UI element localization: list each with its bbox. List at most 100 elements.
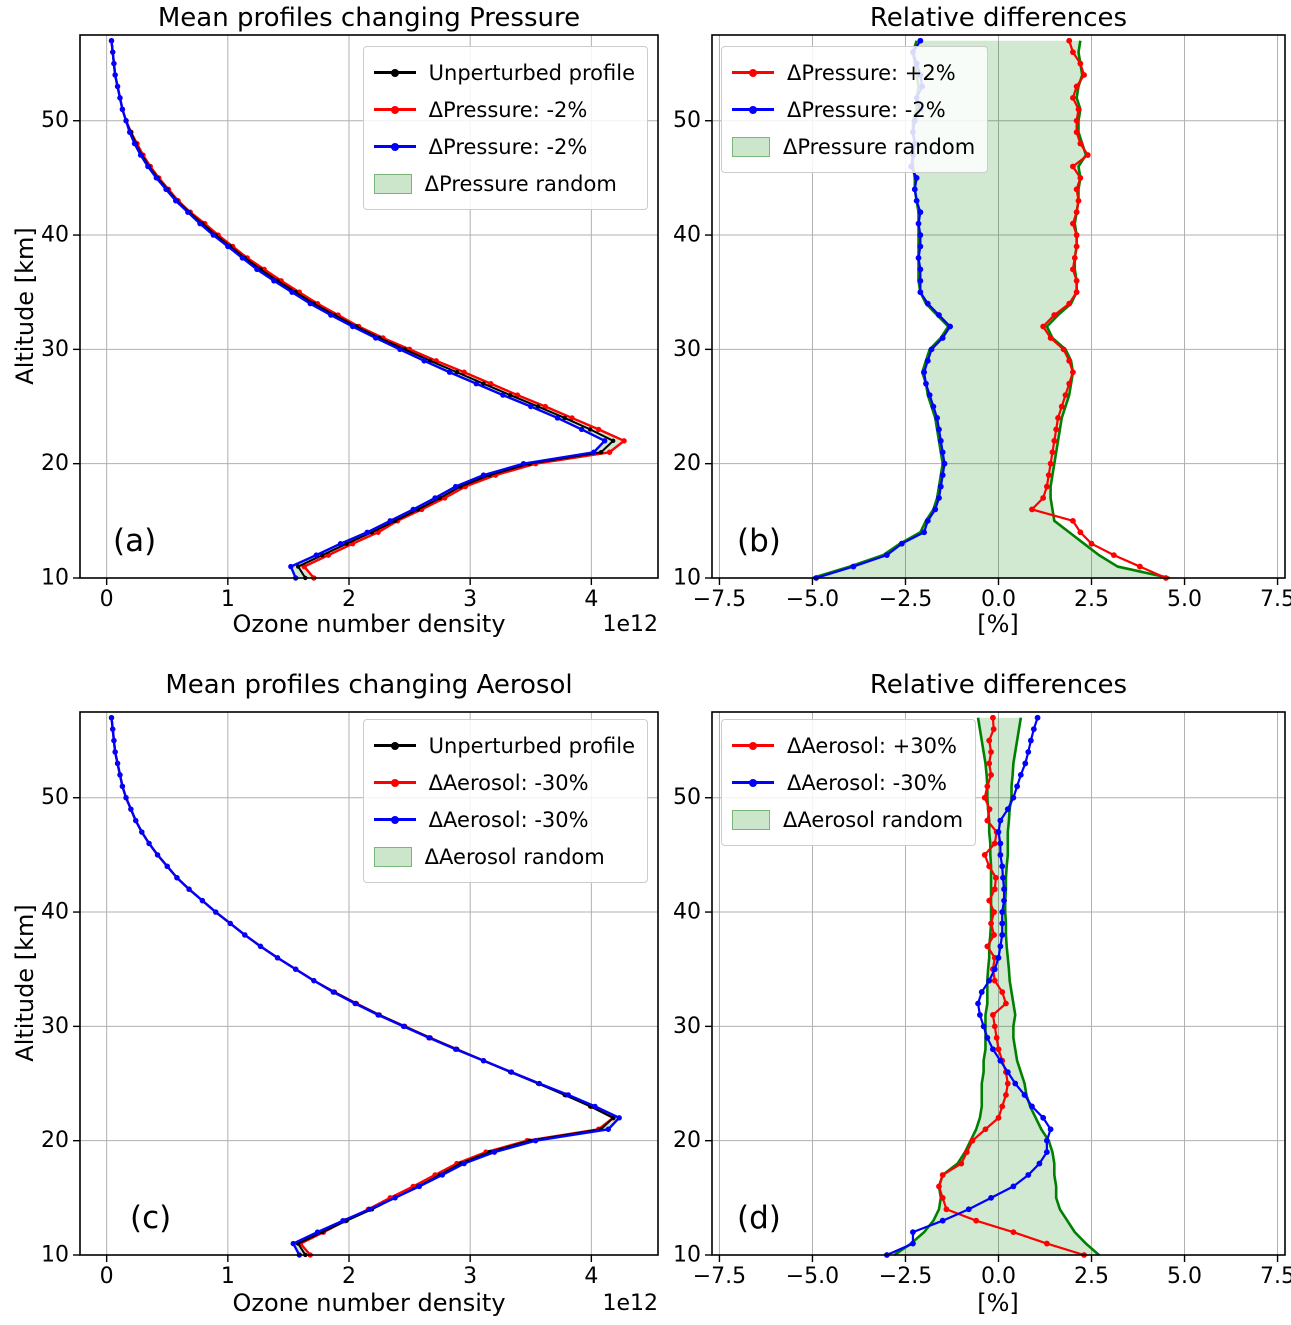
series-marker [1070,369,1076,376]
series-marker [562,415,567,421]
series-marker [1040,323,1047,330]
y-tick-label: 20 [41,1128,69,1153]
green-patch-sample [373,173,412,194]
series-marker [898,540,905,547]
series-marker [1055,415,1061,421]
series-marker [1073,129,1080,136]
series-marker [939,1172,946,1178]
series-marker [988,771,994,778]
y-tick-label: 20 [41,451,69,476]
x-tick-label: 0 [100,587,114,612]
series-marker [991,977,998,984]
marker-dot-icon [749,741,757,750]
series-marker [227,920,233,927]
series-marker [598,450,604,455]
series-marker [986,737,993,744]
series-marker [924,517,931,524]
series-marker [507,392,513,398]
series-marker [565,1092,572,1098]
series-marker [969,1137,976,1144]
series-marker [999,909,1006,915]
series-marker [610,438,616,444]
series-marker [387,518,393,524]
series-marker [295,564,301,569]
series-marker [432,495,438,501]
legend-label: ΔAerosol: -30% [787,770,947,795]
series-marker [926,392,933,398]
series-marker [439,1172,446,1178]
series-marker [980,1023,987,1030]
marker-dot-icon [749,778,757,787]
x-tick-label: 4 [584,587,598,612]
red-line-sample [373,105,416,114]
black-line-sample [373,741,416,750]
series-marker [1073,186,1080,193]
series-marker [154,852,161,858]
legend-label: ΔAerosol: +30% [787,733,957,758]
series-marker [520,460,527,467]
series-marker [1077,140,1084,147]
series-marker [1066,380,1073,387]
series-marker [337,541,344,547]
series-marker [924,300,931,307]
series-marker [939,472,946,479]
series-marker [349,323,356,330]
series-marker [943,1206,950,1213]
series-marker [958,1160,965,1167]
marker-dot-icon [749,68,757,77]
series-marker [554,415,561,421]
series-marker [1070,517,1076,524]
series-marker [1034,714,1041,721]
marker-dot-icon [390,105,399,114]
series-marker [937,437,944,444]
series-marker [569,415,575,421]
series-marker [126,129,133,135]
panel-a-title: Mean profiles changing Pressure [157,3,581,33]
legend-item: ΔPressure: -2% [373,91,635,128]
series-marker [975,1000,981,1007]
series-marker [939,449,946,456]
legend-item: ΔAerosol: -30% [373,801,635,838]
x-tick-label: 3 [463,587,477,612]
red-line-sample [732,68,774,77]
y-tick-label: 50 [41,108,69,133]
series-marker [982,1126,989,1133]
series-marker [991,966,998,973]
x-tick-label: 5.0 [1167,587,1202,612]
series-marker [1077,529,1084,536]
series-marker [1036,1160,1043,1167]
series-marker [939,1194,946,1201]
series-marker [986,760,993,767]
panel-c-ylabel: Altitude [km] [11,904,39,1062]
x-tick-label: −2.5 [879,1264,932,1289]
series-marker [257,943,264,950]
series-marker [108,38,115,44]
x-tick-label: 0.0 [981,1264,1016,1289]
x-tick-label: 2 [342,587,356,612]
series-marker [984,943,991,950]
marker-dot-icon [390,68,399,77]
series-marker [1070,94,1076,101]
series-marker [1060,346,1067,353]
series-marker [1001,886,1007,893]
series-marker [1071,255,1078,261]
series-marker [910,1240,916,1247]
series-marker [991,909,997,915]
series-marker [311,977,317,984]
series-marker [239,255,246,261]
series-marker [999,932,1006,938]
series-marker [112,749,118,755]
series-marker [917,266,924,273]
series-marker [595,426,602,433]
series-marker [174,875,180,881]
series-marker [1004,1080,1011,1087]
panel-a-plot: 0 1 2 3 4 10 20 30 40 50 [41,34,659,612]
panel-a-letter: (a) [113,523,157,559]
series-marker [984,1034,991,1041]
series-marker [921,529,927,536]
series-marker [197,220,203,227]
series-marker [210,232,216,238]
series-marker [480,472,487,478]
x-tick-label: −7.5 [693,587,746,612]
